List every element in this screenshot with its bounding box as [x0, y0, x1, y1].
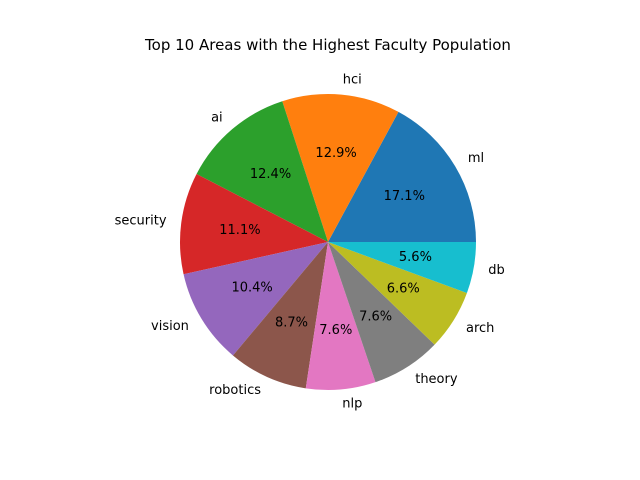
category-label-hci: hci — [343, 72, 362, 87]
category-label-security: security — [115, 214, 167, 229]
category-label-db: db — [488, 263, 505, 278]
percent-label-ai: 12.4% — [250, 167, 291, 182]
pie-slice-ml — [328, 111, 476, 243]
pie-slice-db — [328, 242, 476, 294]
percent-label-nlp: 7.6% — [319, 323, 352, 338]
pie-slice-nlp — [305, 242, 376, 391]
percent-label-db: 5.6% — [399, 250, 432, 265]
category-label-robotics: robotics — [209, 383, 261, 398]
chart-title: Top 10 Areas with the Highest Faculty Po… — [144, 36, 511, 54]
category-label-vision: vision — [151, 319, 189, 334]
pie-slice-hci — [282, 94, 399, 242]
percent-label-security: 11.1% — [219, 223, 260, 238]
percent-label-ml: 17.1% — [384, 189, 425, 204]
pie-slice-security — [180, 173, 328, 275]
category-label-arch: arch — [466, 321, 494, 336]
percent-label-theory: 7.6% — [359, 309, 392, 324]
pie-slice-robotics — [232, 242, 328, 389]
pie-slice-vision — [183, 242, 328, 356]
category-label-theory: theory — [415, 372, 458, 387]
pie-slice-arch — [328, 242, 467, 345]
percent-label-hci: 12.9% — [315, 146, 356, 161]
category-label-ml: ml — [468, 151, 484, 166]
percent-label-arch: 6.6% — [387, 282, 420, 297]
percent-label-vision: 10.4% — [231, 281, 272, 296]
pie-labels: ml 17.1% hci 12.9% ai 12.4% security 11.1% visio… — [115, 72, 505, 411]
category-label-nlp: nlp — [342, 397, 362, 412]
pie-slice-theory — [328, 242, 435, 383]
pie-slice-ai — [196, 101, 328, 242]
percent-label-robotics: 8.7% — [275, 315, 308, 330]
pie-slices — [180, 94, 476, 391]
category-label-ai: ai — [211, 110, 223, 125]
